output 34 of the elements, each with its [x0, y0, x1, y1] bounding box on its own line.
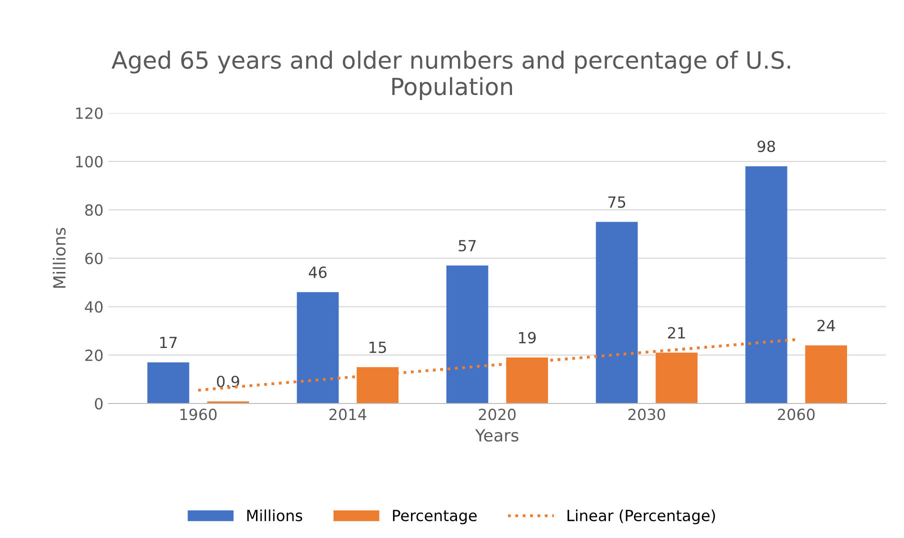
bar [805, 345, 848, 404]
x-tick-label: 2020 [478, 408, 516, 420]
legend-label: Linear (Percentage) [568, 509, 715, 524]
y-tick-label: 0 [94, 398, 103, 410]
y-tick-label: 120 [76, 107, 103, 119]
y-tick-label: 80 [85, 204, 103, 216]
data-label: 17 [160, 336, 177, 348]
data-label: 75 [608, 196, 626, 208]
y-axis-title: Millions [52, 228, 66, 288]
bar [147, 362, 190, 404]
data-label: 57 [458, 240, 476, 252]
legend-label: Millions [247, 509, 302, 522]
data-label: 98 [758, 140, 775, 152]
bar [296, 292, 339, 404]
x-tick-label: 1960 [180, 408, 217, 420]
y-tick-label: 60 [85, 252, 103, 264]
bar [446, 266, 488, 404]
data-label: 15 [370, 342, 386, 354]
x-axis-title: Years [475, 429, 518, 442]
x-tick-label: 2014 [329, 408, 366, 420]
x-tick-label: 2060 [778, 408, 815, 420]
data-label: 46 [308, 266, 327, 278]
data-label: 19 [519, 332, 536, 344]
legend-label: Percentage [393, 510, 477, 524]
bar [745, 166, 788, 404]
y-tick-label: 40 [84, 301, 103, 313]
bar [596, 222, 638, 404]
data-label: 0.9 [216, 376, 240, 388]
y-tick-label: 20 [85, 350, 103, 362]
data-label: 21 [668, 327, 685, 338]
x-tick-label: 2030 [628, 408, 666, 420]
data-label: 24 [818, 320, 835, 332]
chart-title: Aged 65 years and older numbers and percentage of U.S. Population [112, 50, 790, 100]
y-tick-label: 100 [76, 156, 103, 168]
